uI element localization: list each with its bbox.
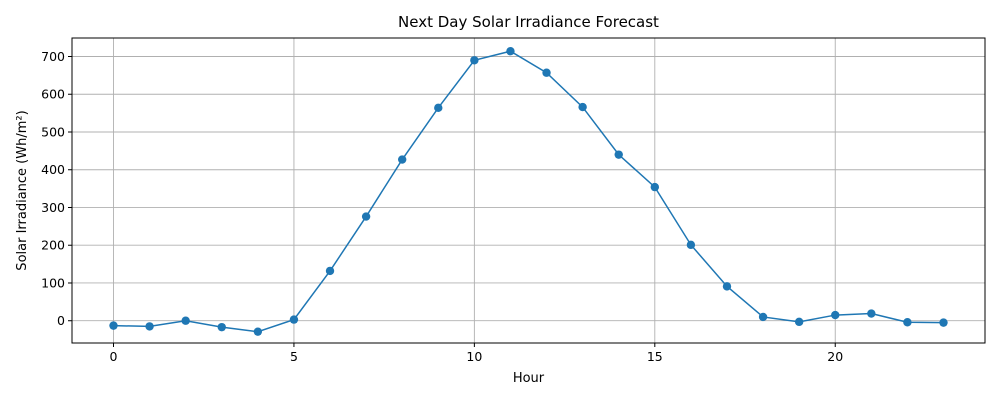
x-tick-label: 20 — [827, 349, 843, 364]
data-point — [253, 327, 263, 336]
y-tick-label: 300 — [41, 200, 65, 215]
data-point — [650, 182, 660, 192]
data-point — [758, 312, 768, 322]
chart-title: Next Day Solar Irradiance Forecast — [398, 13, 659, 31]
y-tick-label: 200 — [41, 238, 65, 253]
data-series — [109, 47, 948, 336]
y-tick-label: 400 — [41, 162, 65, 177]
x-tick-label: 0 — [110, 349, 118, 364]
y-tick-label: 600 — [41, 87, 65, 102]
data-point — [614, 150, 623, 159]
data-point — [506, 47, 515, 56]
data-point — [794, 317, 804, 327]
data-point — [903, 318, 912, 327]
y-tick-label: 500 — [41, 124, 65, 139]
data-point — [325, 266, 335, 276]
data-point — [542, 68, 551, 77]
x-axis-label: Hour — [513, 371, 545, 386]
grid-lines — [72, 38, 985, 343]
data-point — [722, 282, 732, 291]
y-tick-label: 700 — [41, 49, 65, 64]
y-tick-label: 100 — [41, 275, 65, 290]
data-point — [397, 155, 407, 164]
data-point — [181, 316, 190, 325]
data-point — [361, 212, 371, 221]
data-point — [434, 103, 443, 113]
y-axis: 0 100 200 300 400 500 600 700 — [41, 49, 72, 328]
data-point — [831, 310, 840, 320]
data-point — [939, 318, 948, 327]
x-axis: 0 5 10 15 20 — [110, 343, 843, 364]
y-tick-label: 0 — [57, 313, 65, 328]
data-point — [289, 315, 299, 324]
x-tick-label: 15 — [647, 349, 663, 364]
x-tick-label: 5 — [290, 349, 298, 364]
data-point — [686, 240, 696, 250]
data-point — [578, 102, 587, 112]
y-axis-label: Solar Irradiance (Wh/m²) — [15, 110, 30, 270]
data-point — [217, 322, 226, 332]
x-tick-label: 10 — [466, 349, 482, 364]
series-line — [113, 50, 944, 333]
data-point — [470, 56, 479, 65]
data-point — [109, 321, 118, 330]
plot-frame — [71, 37, 986, 344]
data-point — [145, 322, 154, 331]
data-point — [867, 309, 876, 318]
